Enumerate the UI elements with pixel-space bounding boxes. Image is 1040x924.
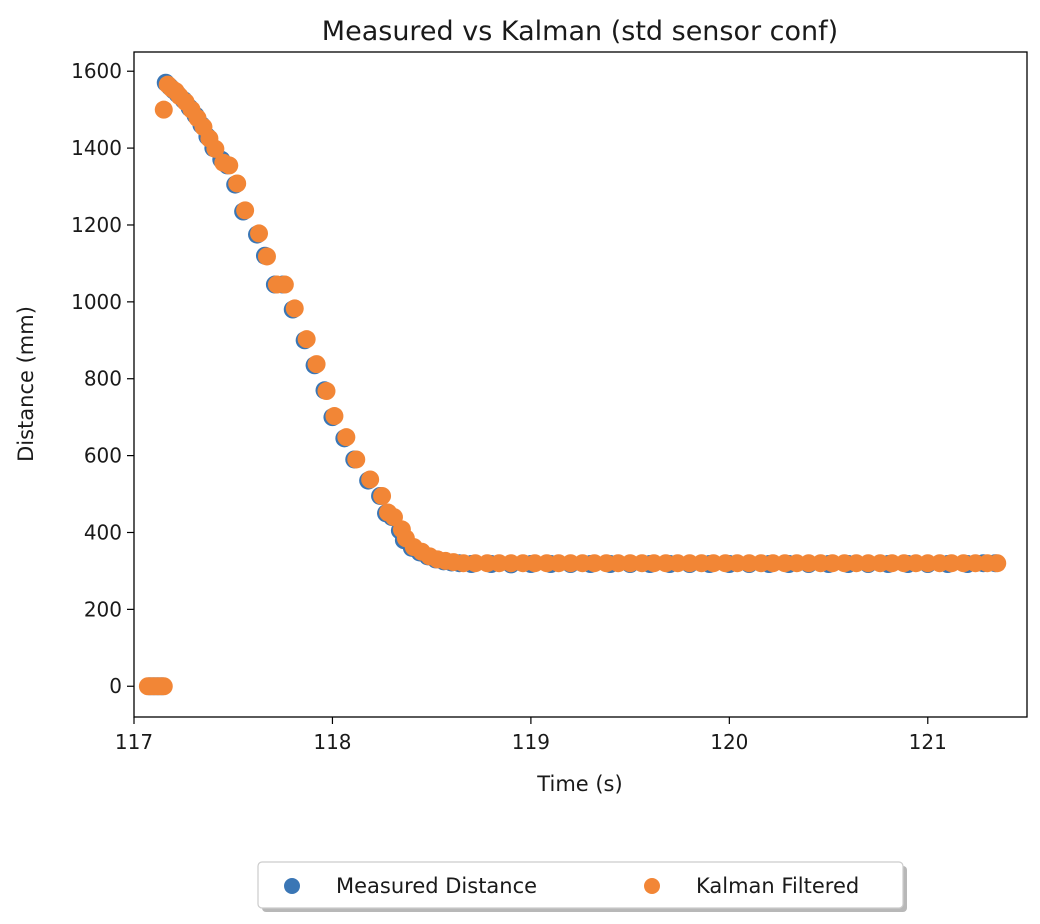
data-point xyxy=(257,247,276,266)
data-point xyxy=(154,100,173,119)
data-point xyxy=(236,201,255,220)
data-point xyxy=(250,224,269,243)
legend-label-measured: Measured Distance xyxy=(336,874,537,898)
data-point xyxy=(317,382,336,401)
x-tick-label: 121 xyxy=(909,730,947,754)
y-axis-label: Distance (mm) xyxy=(14,306,38,462)
y-tick-label: 400 xyxy=(84,520,122,544)
y-tick-label: 800 xyxy=(84,367,122,391)
legend-label-kalman: Kalman Filtered xyxy=(696,874,859,898)
data-point xyxy=(275,275,294,294)
data-point xyxy=(373,486,392,505)
series-measured xyxy=(140,73,1005,696)
y-axis: 0 200 400 600 800 1000 1200 1400 1600 xyxy=(71,59,134,698)
legend-marker-kalman xyxy=(644,878,660,894)
y-tick-label: 1200 xyxy=(71,213,122,237)
legend-box xyxy=(257,861,904,909)
x-tick-label: 117 xyxy=(115,730,153,754)
chart-title: Measured vs Kalman (std sensor conf) xyxy=(322,16,838,47)
plot-points xyxy=(138,73,1007,696)
y-tick-label: 1400 xyxy=(71,136,122,160)
data-point xyxy=(206,139,225,158)
data-point xyxy=(361,470,380,489)
legend-marker-measured xyxy=(284,878,300,894)
x-axis: 117 118 119 120 121 xyxy=(115,717,947,754)
data-point xyxy=(297,330,316,349)
x-tick-label: 120 xyxy=(710,730,748,754)
legend: Measured Distance Kalman Filtered xyxy=(257,861,907,912)
series-kalman xyxy=(138,75,1007,696)
y-tick-label: 1000 xyxy=(71,290,122,314)
x-axis-label: Time (s) xyxy=(536,772,622,796)
data-point xyxy=(988,554,1007,573)
x-tick-label: 118 xyxy=(313,730,351,754)
x-tick-label: 119 xyxy=(512,730,550,754)
y-tick-label: 200 xyxy=(84,597,122,621)
data-point xyxy=(325,407,344,426)
plot-frame xyxy=(133,51,1028,718)
data-point xyxy=(307,355,326,374)
y-tick-label: 600 xyxy=(84,444,122,468)
data-point xyxy=(154,677,173,696)
y-tick-label: 1600 xyxy=(71,59,122,83)
data-point xyxy=(347,450,366,469)
data-point xyxy=(337,428,356,447)
data-point xyxy=(228,174,247,193)
y-tick-label: 0 xyxy=(109,674,122,698)
data-point xyxy=(285,299,304,318)
data-point xyxy=(220,156,239,175)
